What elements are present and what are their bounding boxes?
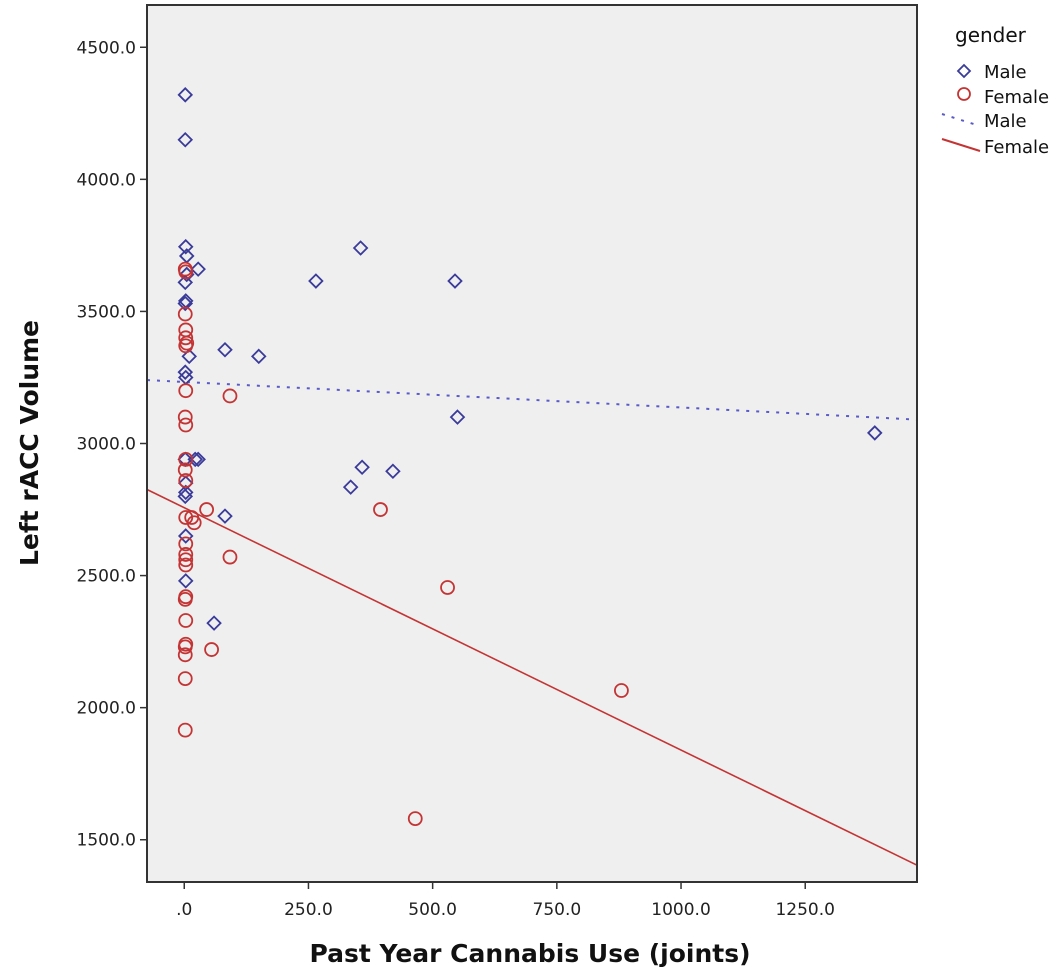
point-male <box>177 573 194 589</box>
point-female <box>178 557 194 573</box>
point-male <box>217 508 233 524</box>
point-male <box>177 131 194 148</box>
point-male <box>354 459 370 476</box>
point-male <box>206 615 222 631</box>
point-female <box>177 591 193 607</box>
legend-female-line-icon <box>941 138 981 152</box>
point-male <box>187 451 203 468</box>
point-female <box>178 473 194 488</box>
point-male <box>217 341 233 358</box>
point-female <box>178 417 194 433</box>
y-tick-label: 4500.0 <box>77 38 136 58</box>
point-male <box>177 484 194 501</box>
fit-line-male <box>146 379 918 421</box>
x-tick-label: .0 <box>176 900 192 920</box>
x-tick-label: 1250.0 <box>775 900 834 920</box>
point-male <box>177 528 194 544</box>
point-female <box>222 549 238 565</box>
point-female <box>178 552 194 568</box>
legend-title: gender <box>955 23 1027 47</box>
y-axis-title: Left rACC Volume <box>15 320 44 566</box>
y-tick-label: 3500.0 <box>77 302 136 322</box>
point-female <box>177 306 193 322</box>
point-female <box>178 451 194 467</box>
point-female <box>178 547 194 562</box>
legend-female-circle-icon <box>957 87 971 101</box>
point-female <box>177 671 193 686</box>
point-male <box>177 295 194 312</box>
x-axis-title: Past Year Cannabis Use (joints) <box>309 939 750 968</box>
point-female <box>177 722 193 738</box>
point-male <box>177 488 194 505</box>
point-female <box>177 647 193 663</box>
point-female <box>178 383 194 399</box>
point-male <box>251 348 267 365</box>
x-tick-label: 500.0 <box>408 900 457 920</box>
y-tick-label: 2500.0 <box>77 567 136 587</box>
y-tick-label: 3000.0 <box>77 435 136 455</box>
legend-male-line-icon <box>941 113 981 127</box>
plot-area <box>147 5 917 882</box>
point-male <box>190 261 206 277</box>
x-tick-label: 1000.0 <box>651 900 710 920</box>
legend-label-female-marker: Female <box>984 87 1049 108</box>
point-female <box>177 409 193 425</box>
point-female <box>204 642 219 657</box>
point-male <box>867 425 883 441</box>
point-male <box>177 364 194 380</box>
point-male <box>449 409 466 425</box>
point-female <box>177 639 193 655</box>
legend-label-female-line: Female <box>984 137 1049 158</box>
point-female <box>222 388 238 404</box>
y-axis: 1500.0 2000.0 2500.0 3000.0 3500.0 4000.0 4500… <box>77 38 147 851</box>
point-female <box>178 330 194 346</box>
point-male <box>190 451 206 468</box>
point-female <box>614 683 629 698</box>
x-tick-label: 250.0 <box>284 900 333 920</box>
x-tick-label: 750.0 <box>533 900 582 920</box>
data-points <box>177 87 883 827</box>
point-female <box>178 264 194 280</box>
point-male <box>177 238 194 255</box>
point-male <box>181 348 197 365</box>
point-female <box>177 462 193 478</box>
point-female <box>440 580 455 595</box>
point-female <box>407 811 423 827</box>
legend-male-diamond-icon <box>956 63 972 79</box>
point-male <box>177 87 194 103</box>
legend-label-male-marker: Male <box>984 62 1027 83</box>
point-male <box>352 240 369 256</box>
y-tick-label: 1500.0 <box>77 831 136 851</box>
point-female <box>199 502 215 517</box>
legend-label-male-line: Male <box>984 111 1027 132</box>
point-female <box>186 515 202 531</box>
point-female <box>178 613 194 628</box>
y-tick-label: 4000.0 <box>77 170 136 190</box>
legend: gender Male Female Male Female <box>941 23 1049 158</box>
x-axis: .0 250.0 500.0 750.0 1000.0 1250.0 <box>176 882 835 920</box>
point-male <box>385 463 401 480</box>
point-male <box>342 479 359 495</box>
point-male <box>308 273 324 289</box>
point-male <box>447 273 463 289</box>
y-tick-label: 2000.0 <box>77 699 136 719</box>
point-female <box>178 338 194 354</box>
point-female <box>373 502 388 517</box>
fit-line-female <box>146 488 918 866</box>
point-male <box>177 274 194 291</box>
fit-lines <box>146 379 918 866</box>
point-female <box>178 536 194 552</box>
